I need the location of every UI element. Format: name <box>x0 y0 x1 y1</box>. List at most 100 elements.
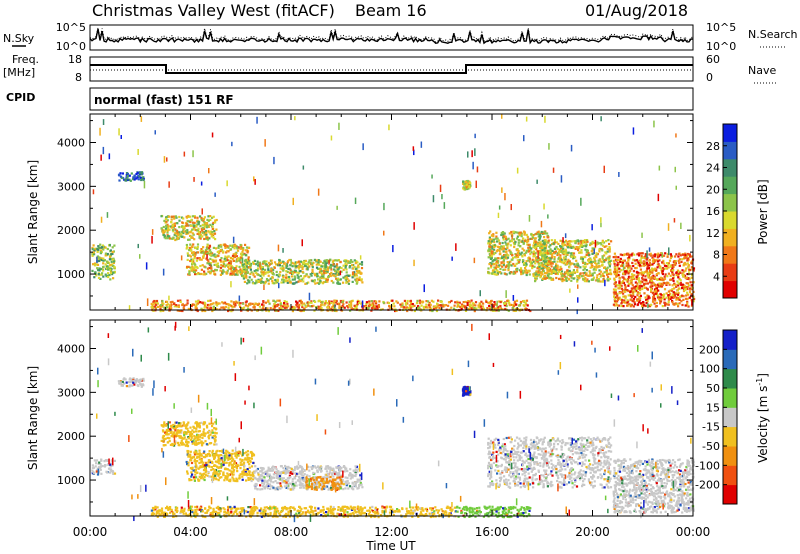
nave-tick-bottom: 0 <box>706 71 713 84</box>
power-echo-cell <box>240 309 243 312</box>
power-echo-cell <box>153 299 156 303</box>
power-echo-cell <box>494 237 497 240</box>
power-echo-cell <box>466 303 469 307</box>
velocity-echo-cell <box>140 384 144 387</box>
power-echo-cell <box>298 267 301 270</box>
power-echo-cell <box>113 260 116 263</box>
power-echo-cell <box>353 259 356 262</box>
velocity-echo-cell <box>128 378 131 381</box>
power-echo-cell <box>313 272 316 275</box>
velocity-echo-cell <box>183 434 186 437</box>
power-echo-cell <box>252 261 255 264</box>
power-echo-cell <box>240 307 243 310</box>
power-echo-cell <box>466 179 469 183</box>
power-echo-cell <box>287 260 290 263</box>
power-echo-cell <box>493 266 496 269</box>
velocity-echo-cell <box>136 379 139 382</box>
velocity-echo-cell <box>120 380 123 383</box>
power-echo-cell <box>207 215 210 218</box>
power-echo-cell <box>285 266 288 269</box>
power-echo-cell <box>539 264 542 267</box>
power-echo-cell <box>342 276 345 279</box>
power-echo-cell <box>136 171 139 174</box>
power-echo-cell <box>665 296 668 299</box>
power-echo-cell <box>622 259 625 262</box>
power-sparse-echo <box>383 230 385 236</box>
power-echo-cell <box>210 269 213 272</box>
power-echo-cell <box>282 260 285 264</box>
velocity-echo-cell <box>124 378 127 381</box>
velocity-echo-cell <box>168 421 171 424</box>
power-echo-cell <box>227 309 230 313</box>
power-echo-cell <box>616 298 620 301</box>
velocity-echo-cell <box>103 460 106 463</box>
power-echo-cell <box>113 266 116 269</box>
power-echo-cell <box>272 272 275 276</box>
power-echo-cell <box>331 309 334 312</box>
power-echo-cell <box>334 299 337 302</box>
power-echo-cell <box>492 303 495 307</box>
power-echo-cell <box>601 240 604 243</box>
power-echo-cell <box>541 278 544 281</box>
power-echo-cell <box>173 224 176 227</box>
power-echo-cell <box>300 278 303 281</box>
power-echo-cell <box>606 271 609 274</box>
power-echo-cell <box>368 303 371 306</box>
power-echo-cell <box>565 276 568 279</box>
power-sparse-echo <box>361 300 364 308</box>
power-echo-cell <box>268 302 271 305</box>
velocity-echo-cell <box>160 439 163 442</box>
power-echo-cell <box>601 244 605 247</box>
power-echo-cell <box>510 264 513 267</box>
power-echo-cell <box>202 219 205 223</box>
power-echo-cell <box>267 279 270 282</box>
power-echo-cell <box>173 233 176 236</box>
power-echo-cell <box>512 272 515 275</box>
power-echo-cell <box>309 273 312 276</box>
power-echo-cell <box>349 259 352 262</box>
power-echo-cell <box>679 271 682 274</box>
power-echo-cell <box>259 274 262 277</box>
power-echo-cell <box>558 248 561 251</box>
power-echo-cell <box>168 225 171 228</box>
power-echo-cell <box>395 300 398 303</box>
power-echo-cell <box>243 266 246 269</box>
power-echo-cell <box>112 261 115 264</box>
power-echo-cell <box>522 230 526 233</box>
power-echo-cell <box>110 258 114 261</box>
power-echo-cell <box>568 266 571 269</box>
power-echo-cell <box>542 267 545 270</box>
power-echo-cell <box>329 265 332 268</box>
power-echo-cell <box>617 304 620 307</box>
power-echo-cell <box>376 307 379 310</box>
power-echo-cell <box>537 232 540 236</box>
power-echo-cell <box>166 215 169 218</box>
power-echo-cell <box>352 267 355 270</box>
power-echo-cell <box>641 287 644 291</box>
power-echo-cell <box>497 239 500 242</box>
power-echo-cell <box>250 262 253 265</box>
power-echo-cell <box>638 280 641 283</box>
power-echo-cell <box>667 263 670 267</box>
velocity-echo-cell <box>91 464 94 467</box>
power-echo-cell <box>593 271 596 274</box>
power-echo-cell <box>627 294 630 297</box>
power-echo-cell <box>334 269 337 272</box>
power-echo-cell <box>316 275 319 278</box>
power-echo-cell <box>135 177 138 180</box>
power-echo-cell <box>657 263 660 266</box>
power-echo-cell <box>291 310 294 313</box>
velocity-echo-cell <box>137 379 140 382</box>
velocity-echo-cell <box>138 381 141 384</box>
power-echo-cell <box>370 300 373 303</box>
power-echo-cell <box>325 259 329 262</box>
power-echo-cell <box>656 260 660 263</box>
velocity-echo-cell <box>100 472 103 475</box>
velocity-echo-cell <box>180 439 183 442</box>
power-sparse-echo <box>512 295 515 301</box>
power-echo-cell <box>311 266 314 269</box>
power-echo-cell <box>627 262 630 265</box>
power-echo-cell <box>560 250 563 253</box>
power-echo-cell <box>224 255 227 258</box>
power-echo-cell <box>110 260 113 263</box>
